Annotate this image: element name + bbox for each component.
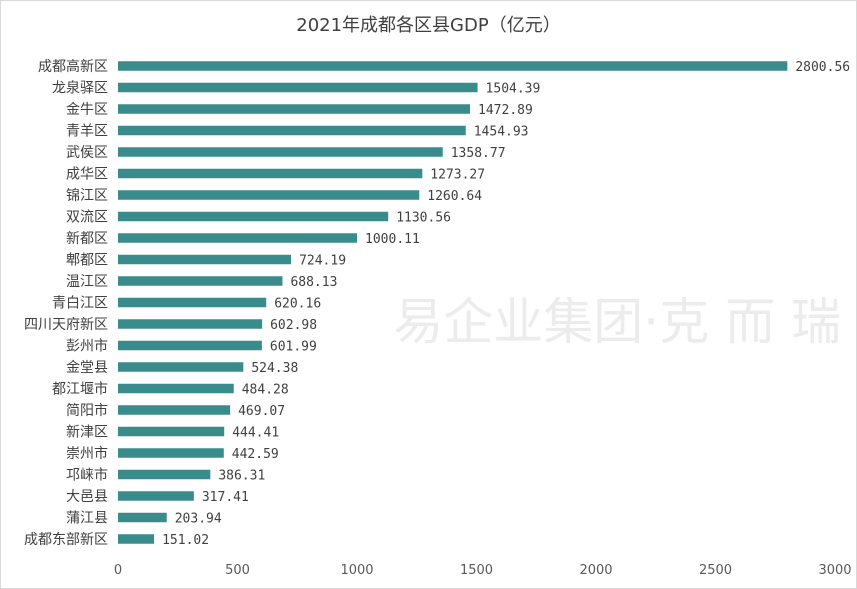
bar — [118, 276, 283, 286]
x-tick-label: 500 — [225, 563, 250, 578]
bar — [118, 512, 167, 523]
bar — [118, 82, 478, 93]
category-label: 锦江区 — [66, 187, 108, 204]
value-label: 524.38 — [251, 361, 298, 376]
bar — [118, 104, 471, 114]
category-label: 金堂县 — [66, 360, 108, 376]
value-label: 2800.56 — [795, 60, 850, 75]
category-label: 新津区 — [66, 425, 108, 441]
bar — [118, 125, 466, 136]
value-label: 1472.89 — [478, 103, 533, 118]
value-label: 620.16 — [274, 297, 321, 312]
category-label: 崇州市 — [66, 445, 108, 462]
category-label: 成都高新区 — [38, 58, 108, 75]
value-label: 444.41 — [232, 426, 279, 441]
category-label: 大邑县 — [66, 489, 108, 505]
category-label: 都江堰市 — [52, 381, 108, 398]
bar — [118, 448, 224, 458]
bar — [118, 362, 244, 372]
value-label: 724.19 — [299, 254, 346, 269]
value-label: 601.99 — [270, 340, 317, 355]
value-label: 1000.11 — [365, 232, 420, 247]
x-tick-label: 2000 — [579, 563, 612, 578]
value-label: 1130.56 — [396, 211, 451, 226]
category-label: 龙泉驿区 — [52, 80, 108, 97]
x-tick-label: 0 — [114, 563, 122, 578]
category-label: 四川天府新区 — [24, 317, 108, 333]
category-label: 双流区 — [66, 210, 108, 226]
value-label: 442.59 — [232, 447, 279, 462]
bar — [118, 426, 225, 437]
category-label: 郫都区 — [66, 253, 108, 269]
value-label: 602.98 — [270, 318, 317, 333]
bar — [118, 297, 267, 308]
category-label: 成华区 — [66, 167, 108, 183]
chart-title: 2021年成都各区县GDP（亿元） — [296, 15, 561, 36]
watermark-text: 易企业集团·克 而 瑞 — [393, 293, 841, 351]
value-label: 1454.93 — [474, 125, 529, 140]
category-label: 成都东部新区 — [24, 532, 108, 548]
bar — [118, 254, 292, 265]
value-label: 1273.27 — [430, 168, 485, 183]
x-tick-label: 1500 — [460, 563, 493, 578]
value-label: 1260.64 — [427, 189, 482, 204]
bar — [118, 61, 788, 71]
bar — [118, 233, 358, 243]
bar — [118, 405, 231, 415]
value-label: 386.31 — [218, 469, 265, 484]
value-label: 1504.39 — [486, 82, 541, 97]
category-label: 彭州市 — [66, 338, 108, 355]
value-label: 151.02 — [162, 533, 209, 548]
value-label: 469.07 — [238, 404, 285, 419]
x-tick-label: 3000 — [818, 563, 851, 578]
value-label: 1358.77 — [451, 146, 506, 161]
category-label: 金牛区 — [66, 102, 108, 118]
bar — [118, 469, 211, 480]
bar — [118, 491, 194, 501]
bar — [118, 319, 263, 329]
category-label: 简阳市 — [66, 402, 108, 419]
bar — [118, 534, 155, 544]
bar — [118, 168, 423, 179]
bar — [118, 211, 389, 222]
x-tick-label: 1000 — [340, 563, 373, 578]
value-label: 688.13 — [290, 275, 337, 290]
category-label: 新都区 — [66, 231, 108, 247]
category-label: 蒲江县 — [66, 511, 108, 527]
category-label: 青白江区 — [52, 296, 108, 312]
category-label: 温江区 — [66, 274, 108, 290]
bar — [118, 340, 262, 351]
category-label: 武侯区 — [66, 145, 108, 161]
x-tick-label: 2500 — [699, 563, 732, 578]
bar — [118, 147, 443, 157]
bar — [118, 383, 234, 394]
category-label: 青羊区 — [66, 124, 108, 140]
bar — [118, 190, 420, 200]
value-label: 317.41 — [202, 490, 249, 505]
value-label: 203.94 — [175, 512, 222, 527]
value-label: 484.28 — [242, 383, 289, 398]
category-label: 邛崃市 — [66, 467, 108, 484]
